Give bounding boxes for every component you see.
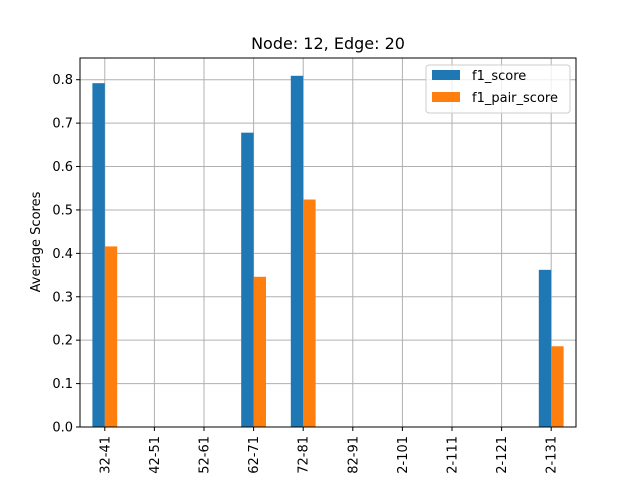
bar-f1-score <box>92 83 105 427</box>
legend-swatch <box>432 70 460 80</box>
bar-f1-pair-score <box>104 246 118 427</box>
x-tick-label: 72-81 <box>297 436 312 474</box>
legend-swatch <box>432 92 460 102</box>
y-tick-label: 0.7 <box>52 117 73 132</box>
x-tick-label: 62-71 <box>247 436 262 474</box>
y-tick-label: 0.3 <box>52 290 73 305</box>
legend: f1_score f1_pair_score <box>425 64 571 114</box>
bars-group <box>92 75 564 428</box>
y-tick-label: 0.5 <box>52 203 73 218</box>
legend-label: f1_pair_score <box>472 91 558 106</box>
y-tick-label: 0.1 <box>52 377 73 392</box>
x-tick-label: 82-91 <box>346 436 361 474</box>
x-tick-label: 2-111 <box>446 436 461 474</box>
bar-f1-pair-score <box>303 199 316 427</box>
x-tick-label: 42-51 <box>148 436 163 474</box>
plot-area <box>80 58 576 427</box>
bar-f1-pair-score <box>551 346 564 427</box>
y-tick-label: 0.0 <box>52 421 73 436</box>
y-tick-label: 0.4 <box>52 247 73 262</box>
x-tick-label: 2-131 <box>545 436 560 474</box>
y-tick-label: 0.8 <box>52 73 73 88</box>
x-tick-label: 2-101 <box>396 436 411 474</box>
bar-f1-score <box>290 75 304 427</box>
y-axis-label: Average Scores <box>29 191 44 292</box>
y-axis: 0.0 0.1 0.2 0.3 0.4 0.5 0.6 0.7 0.8 <box>52 73 80 436</box>
x-tick-label: 32-41 <box>98 436 113 474</box>
x-tick-label: 52-61 <box>198 436 213 474</box>
y-tick-label: 0.6 <box>52 160 73 175</box>
bar-f1-pair-score <box>253 276 266 427</box>
legend-label: f1_score <box>472 69 526 84</box>
bar-f1-score <box>241 132 254 428</box>
plot-frame <box>79 57 577 428</box>
x-tick-label: 2-121 <box>495 436 510 474</box>
x-axis: 32-41 42-51 52-61 62-71 72-81 82-91 2-101 2-111… <box>98 427 560 474</box>
bar-f1-score <box>538 269 552 427</box>
legend-box <box>425 64 571 114</box>
chart-title: Node: 12, Edge: 20 <box>251 34 405 53</box>
y-tick-label: 0.2 <box>52 334 73 349</box>
